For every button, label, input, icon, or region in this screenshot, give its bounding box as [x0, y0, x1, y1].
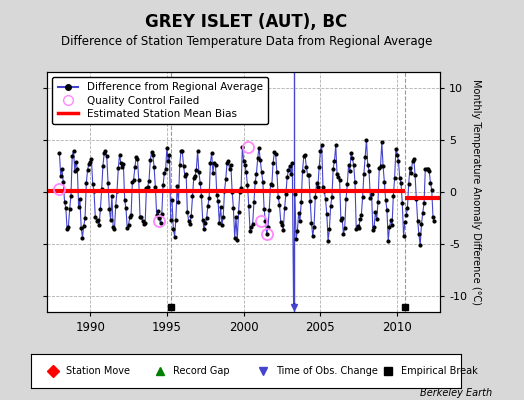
Text: Record Gap: Record Gap [173, 366, 230, 376]
Text: GREY ISLET (AUT), BC: GREY ISLET (AUT), BC [145, 13, 347, 31]
Y-axis label: Monthly Temperature Anomaly Difference (°C): Monthly Temperature Anomaly Difference (… [472, 79, 482, 305]
Text: Station Move: Station Move [66, 366, 130, 376]
Text: Difference of Station Temperature Data from Regional Average: Difference of Station Temperature Data f… [61, 36, 432, 48]
Text: Empirical Break: Empirical Break [401, 366, 478, 376]
Legend: Difference from Regional Average, Quality Control Failed, Estimated Station Mean: Difference from Regional Average, Qualit… [52, 77, 268, 124]
Text: Berkeley Earth: Berkeley Earth [420, 388, 493, 398]
Text: Time of Obs. Change: Time of Obs. Change [276, 366, 378, 376]
